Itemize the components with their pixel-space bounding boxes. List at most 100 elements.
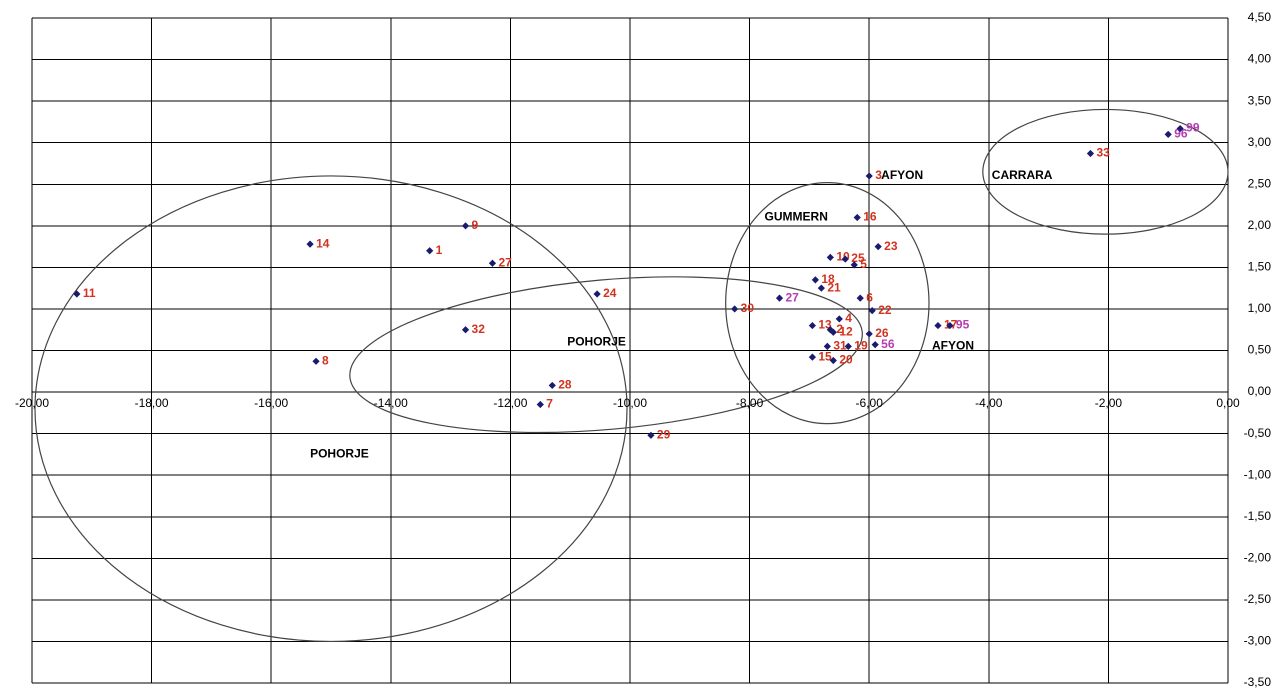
y-tick-label: -3,50 bbox=[1244, 675, 1272, 689]
data-point-marker bbox=[461, 326, 470, 334]
y-tick-label: -1,00 bbox=[1244, 467, 1272, 481]
data-point-label: 30 bbox=[741, 301, 755, 315]
data-point-label: 27 bbox=[498, 255, 512, 269]
cluster-ellipse bbox=[725, 181, 930, 425]
data-point-label: 95 bbox=[956, 318, 970, 332]
data-point-label: 18 bbox=[821, 272, 835, 286]
data-point-label: 20 bbox=[839, 353, 853, 367]
y-tick-label: 4,00 bbox=[1248, 52, 1272, 66]
region-label: POHORJE bbox=[310, 447, 369, 461]
data-point-label: 29 bbox=[657, 427, 671, 441]
data-point-label: 19 bbox=[854, 339, 868, 353]
x-tick-label: -2,00 bbox=[1095, 396, 1123, 410]
data-point-label: 23 bbox=[884, 239, 898, 253]
chart-grid bbox=[31, 17, 1229, 684]
cluster-ellipse bbox=[982, 108, 1229, 235]
data-point-marker bbox=[874, 242, 882, 251]
data-point-label: 5 bbox=[860, 257, 867, 271]
data-point-label: 33 bbox=[1096, 146, 1110, 160]
data-point-marker bbox=[841, 255, 849, 263]
data-point-marker bbox=[811, 276, 819, 284]
region-label: CARRARA bbox=[992, 168, 1053, 182]
data-point-label: 7 bbox=[546, 397, 553, 411]
data-point-label: 9 bbox=[472, 218, 479, 232]
data-point-marker bbox=[808, 353, 816, 361]
data-point-label: 26 bbox=[875, 326, 889, 340]
x-tick-label: -4,00 bbox=[975, 396, 1003, 410]
x-tick-label: -20,00 bbox=[15, 396, 49, 410]
data-point-marker bbox=[865, 330, 873, 338]
cluster-ellipses bbox=[34, 108, 1229, 643]
x-tick-label: -12,00 bbox=[493, 396, 527, 410]
data-point-marker bbox=[1086, 149, 1095, 158]
y-tick-label: -1,50 bbox=[1244, 509, 1272, 523]
region-label: AFYON bbox=[881, 168, 923, 182]
data-point-label: 3 bbox=[875, 168, 882, 182]
data-point-marker bbox=[934, 321, 942, 330]
data-point-marker bbox=[1164, 130, 1172, 138]
y-tick-label: -2,50 bbox=[1244, 592, 1272, 606]
data-point-marker bbox=[829, 356, 837, 365]
x-tick-label: -6,00 bbox=[856, 396, 884, 410]
data-point-label: 8 bbox=[322, 353, 329, 367]
data-point-label: 96 bbox=[1174, 127, 1188, 141]
data-point-label: 10 bbox=[836, 250, 850, 264]
region-label: GUMMERN bbox=[765, 210, 828, 224]
region-label: AFYON bbox=[932, 339, 974, 353]
data-point-marker bbox=[426, 247, 434, 255]
data-point-marker bbox=[461, 222, 470, 230]
data-point-label: 28 bbox=[558, 378, 572, 392]
x-tick-label: -18,00 bbox=[135, 396, 169, 410]
y-tick-label: -0,50 bbox=[1244, 426, 1272, 440]
y-tick-label: 0,50 bbox=[1248, 343, 1272, 357]
data-point-marker bbox=[548, 381, 556, 390]
data-point-marker bbox=[808, 321, 816, 330]
data-point-label: 4 bbox=[845, 311, 852, 325]
data-point-marker bbox=[865, 172, 873, 180]
x-tick-label: -16,00 bbox=[254, 396, 288, 410]
data-point-marker bbox=[946, 321, 954, 330]
y-tick-label: -2,00 bbox=[1244, 550, 1272, 564]
data-point-marker bbox=[829, 328, 837, 336]
data-point-marker bbox=[536, 400, 544, 409]
y-tick-label: 4,50 bbox=[1248, 10, 1272, 24]
data-point-marker bbox=[823, 342, 831, 350]
data-point-marker bbox=[647, 431, 655, 439]
data-point-label: 21 bbox=[827, 280, 841, 294]
y-tick-label: -3,00 bbox=[1244, 634, 1272, 648]
data-point-marker bbox=[817, 284, 825, 292]
data-point-label: 12 bbox=[839, 324, 853, 338]
data-point-marker bbox=[856, 294, 864, 302]
data-point-label: 2 bbox=[836, 322, 843, 336]
y-tick-label: 2,00 bbox=[1248, 218, 1272, 232]
y-tick-label: 0,00 bbox=[1248, 384, 1272, 398]
cluster-ellipse bbox=[349, 276, 863, 434]
data-point-marker bbox=[306, 240, 314, 248]
region-label: POHORJE bbox=[567, 334, 626, 348]
data-point-label: 22 bbox=[878, 303, 892, 317]
data-point-marker bbox=[488, 259, 497, 267]
region-labels: POHORJE POHORJE GUMMERN AFYON AFYON CARRARA bbox=[310, 168, 1053, 460]
data-point-marker bbox=[835, 315, 843, 323]
data-point-label: 27 bbox=[786, 290, 800, 304]
data-point-marker bbox=[731, 305, 739, 313]
x-axis-ticks: -20,00 -18,00 -16,00 -14,00 -12,00 -10,00 -8,0… bbox=[15, 396, 1240, 410]
data-point-marker bbox=[312, 357, 320, 365]
y-axis-ticks: 4,50 4,00 3,50 3,00 2,50 2,00 1,50 1,00 0,50 0,00… bbox=[1244, 10, 1272, 689]
x-tick-label: -8,00 bbox=[736, 396, 764, 410]
data-point-marker bbox=[850, 261, 858, 269]
data-point-label: 32 bbox=[472, 322, 486, 336]
x-tick-label: -10,00 bbox=[613, 396, 647, 410]
x-tick-label: 0,00 bbox=[1216, 396, 1240, 410]
cluster-ellipse bbox=[34, 175, 628, 643]
y-tick-label: 3,00 bbox=[1248, 135, 1272, 149]
y-tick-label: 1,00 bbox=[1248, 301, 1272, 315]
data-point-label: 24 bbox=[603, 286, 617, 300]
data-point-label: 11 bbox=[83, 286, 96, 300]
data-point-label: 56 bbox=[881, 337, 895, 351]
data-point-label: 15 bbox=[818, 349, 832, 363]
y-tick-label: 1,50 bbox=[1248, 260, 1272, 274]
data-point-marker bbox=[593, 290, 601, 298]
